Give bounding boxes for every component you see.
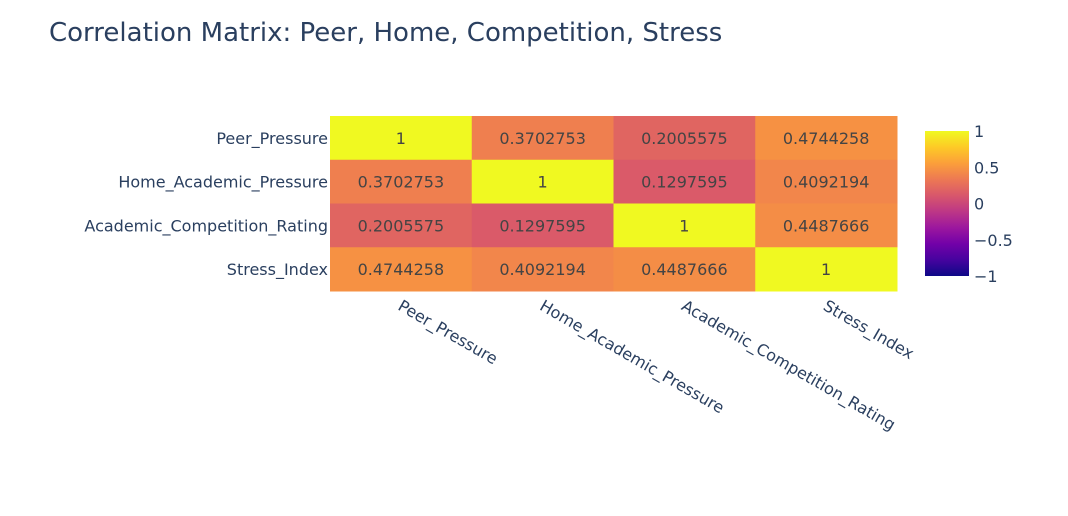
colorbar-tick-label: 0.5 xyxy=(974,158,999,177)
colorbar: 1 0.5 0 −0.5 −1 xyxy=(925,122,1013,286)
heatmap-cell xyxy=(613,247,756,292)
colorbar-tick-label: 1 xyxy=(974,122,984,141)
y-tick-label: Home_Academic_Pressure xyxy=(118,173,328,193)
colorbar-tick-label: −0.5 xyxy=(974,231,1013,250)
heatmap-cell xyxy=(755,116,898,161)
x-axis-tick-labels: Peer_Pressure Home_Academic_PressureAcade… xyxy=(394,296,917,435)
cell-value-label: 0.4092194 xyxy=(783,173,870,192)
heatmap-cell xyxy=(613,203,756,248)
cell-value-label: 0.2005575 xyxy=(358,216,445,235)
heatmap-cell xyxy=(471,247,614,292)
chart-title: Correlation Matrix: Peer, Home, Competit… xyxy=(49,18,722,48)
heatmap-cell xyxy=(613,116,756,161)
heatmap-cell xyxy=(330,203,473,248)
cell-value-label: 0.4744258 xyxy=(783,129,870,148)
y-axis-tick-labels: Peer_Pressure Home_Academic_Pressure Acade… xyxy=(84,129,328,280)
cell-value-label: 0.1297595 xyxy=(641,173,728,192)
y-tick-label: Stress_Index xyxy=(227,260,328,280)
heatmap-cell xyxy=(471,116,614,161)
heatmap-cell xyxy=(755,247,898,292)
cell-value-label: 1 xyxy=(821,260,831,279)
heatmap-cell xyxy=(330,247,473,292)
cell-value-label: 0.4487666 xyxy=(783,216,870,235)
heatmap-cell xyxy=(330,116,473,161)
cell-value-label: 0.3702753 xyxy=(499,129,586,148)
cell-value-label: 0.1297595 xyxy=(499,216,586,235)
heatmap-cell xyxy=(471,203,614,248)
heatmap-cells xyxy=(330,116,898,292)
cell-value-labels: 1 0.3702753 0.2005575 0.4744258 0.3702753 1 0.… xyxy=(358,129,870,279)
x-tick-label: Peer_Pressure xyxy=(394,296,501,369)
y-tick-label: Peer_Pressure xyxy=(216,129,328,149)
cell-value-label: 0.3702753 xyxy=(358,173,445,192)
colorbar-gradient xyxy=(925,131,969,276)
colorbar-tick-label: −1 xyxy=(974,267,998,286)
heatmap-cell xyxy=(471,159,614,204)
heatmap-cell xyxy=(755,159,898,204)
cell-value-label: 0.2005575 xyxy=(641,129,728,148)
colorbar-tick-label: 0 xyxy=(974,195,984,214)
cell-value-label: 0.4487666 xyxy=(641,260,728,279)
cell-value-label: 1 xyxy=(679,216,689,235)
cell-value-label: 0.4092194 xyxy=(499,260,586,279)
cell-value-label: 1 xyxy=(396,129,406,148)
heatmap-cell xyxy=(330,159,473,204)
heatmap-cell xyxy=(755,203,898,248)
colorbar-tick-labels: 1 0.5 0 −0.5 −1 xyxy=(974,122,1013,286)
cell-value-label: 0.4744258 xyxy=(358,260,445,279)
x-tick-label: Stress_Index xyxy=(820,296,918,364)
y-tick-label: Academic_Competition_Rating xyxy=(84,216,328,236)
heatmap-cell xyxy=(613,159,756,204)
cell-value-label: 1 xyxy=(538,173,548,192)
